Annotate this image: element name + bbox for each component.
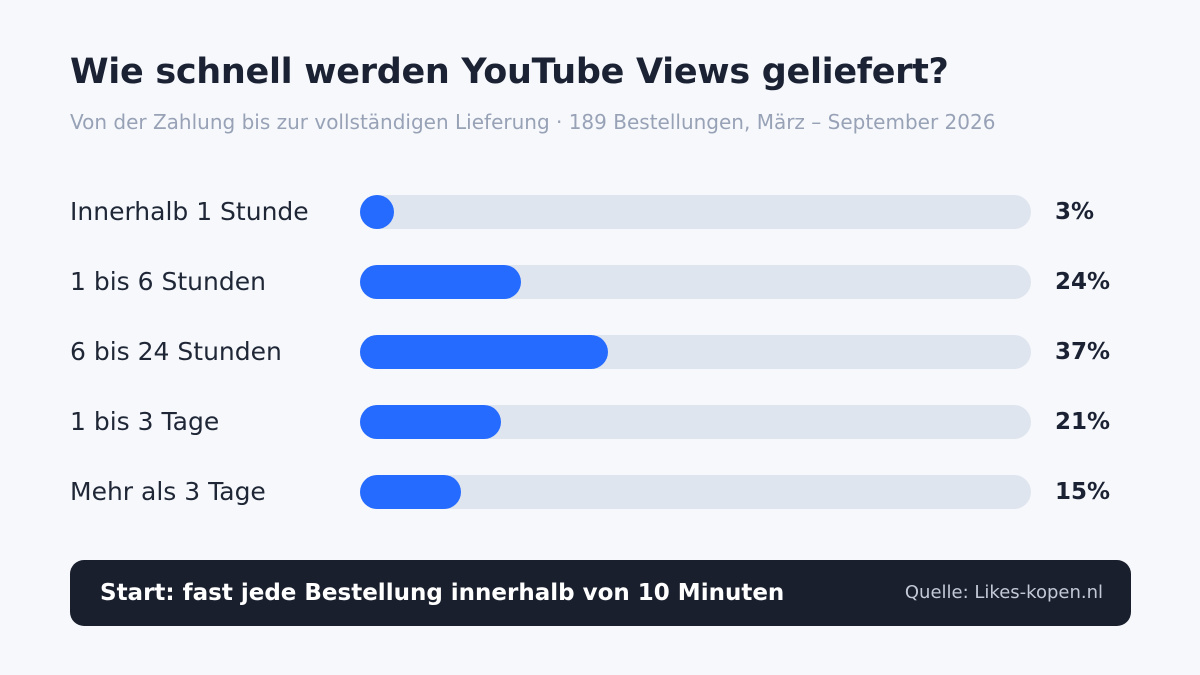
value-label: 24% bbox=[1055, 269, 1111, 295]
bar-track bbox=[360, 265, 1031, 299]
footer-banner: Start: fast jede Bestellung innerhalb vo… bbox=[70, 560, 1131, 626]
chart-title: Wie schnell werden YouTube Views geliefe… bbox=[70, 52, 949, 92]
category-label: 1 bis 3 Tage bbox=[70, 407, 220, 436]
bar-row: Innerhalb 1 Stunde 3% bbox=[0, 195, 1200, 229]
bar-row: Mehr als 3 Tage 15% bbox=[0, 475, 1200, 509]
bar-track bbox=[360, 335, 1031, 369]
bar-row: 1 bis 6 Stunden 24% bbox=[0, 265, 1200, 299]
bar-row: 6 bis 24 Stunden 37% bbox=[0, 335, 1200, 369]
category-label: Innerhalb 1 Stunde bbox=[70, 197, 309, 226]
value-label: 21% bbox=[1055, 409, 1111, 435]
source-label: Quelle: Likes-kopen.nl bbox=[904, 582, 1103, 603]
category-label: 1 bis 6 Stunden bbox=[70, 267, 266, 296]
chart-subtitle: Von der Zahlung bis zur vollständigen Li… bbox=[70, 110, 996, 134]
category-label: Mehr als 3 Tage bbox=[70, 477, 266, 506]
bar-track bbox=[360, 405, 1031, 439]
bar-fill bbox=[360, 195, 394, 229]
value-label: 3% bbox=[1055, 199, 1095, 225]
bar-track bbox=[360, 475, 1031, 509]
bar-track bbox=[360, 195, 1031, 229]
footer-note: Start: fast jede Bestellung innerhalb vo… bbox=[100, 580, 785, 606]
value-label: 37% bbox=[1055, 339, 1111, 365]
bar-fill bbox=[360, 405, 501, 439]
bar-row: 1 bis 3 Tage 21% bbox=[0, 405, 1200, 439]
bar-fill bbox=[360, 475, 461, 509]
bar-fill bbox=[360, 265, 521, 299]
bar-fill bbox=[360, 335, 608, 369]
value-label: 15% bbox=[1055, 479, 1111, 505]
category-label: 6 bis 24 Stunden bbox=[70, 337, 282, 366]
